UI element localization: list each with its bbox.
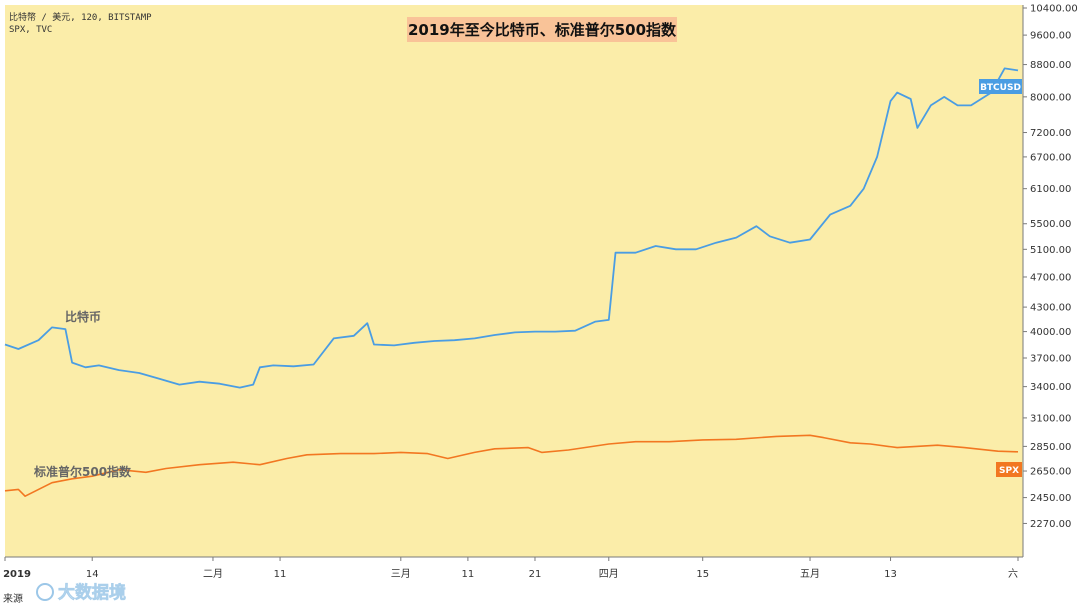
spx-last-value-tag: SPX bbox=[996, 462, 1022, 477]
x-tick-label: 14 bbox=[86, 569, 99, 580]
x-tick-label: 13 bbox=[884, 569, 897, 580]
title-box bbox=[407, 17, 677, 42]
y-tick-label: 4000.00 bbox=[1030, 327, 1071, 338]
y-tick-label: 7200.00 bbox=[1030, 128, 1071, 139]
spx-tag-text: SPX bbox=[999, 466, 1019, 476]
y-tick-label: 2450.00 bbox=[1030, 493, 1071, 504]
y-tick-label: 3100.00 bbox=[1030, 413, 1071, 424]
y-tick-label: 8800.00 bbox=[1030, 60, 1071, 71]
x-tick-label: 2019 bbox=[3, 569, 31, 580]
source-text: 来源 bbox=[3, 592, 23, 605]
spx-tag-box bbox=[996, 462, 1022, 477]
x-tick-label: 21 bbox=[529, 569, 542, 580]
y-tick-label: 3400.00 bbox=[1030, 382, 1071, 393]
y-tick-label: 2270.00 bbox=[1030, 519, 1071, 530]
x-tick-label: 11 bbox=[462, 569, 475, 580]
btc-series-line bbox=[4, 67, 1019, 389]
x-tick-label: 15 bbox=[696, 569, 709, 580]
y-tick-label: 5100.00 bbox=[1030, 245, 1071, 256]
watermark-text: 大数据境 bbox=[58, 582, 126, 603]
y-tick-label: 5500.00 bbox=[1030, 219, 1071, 230]
axis-area bbox=[1023, 5, 1080, 557]
meta-line-2: SPX, TVC bbox=[9, 25, 52, 35]
y-tick-label: 2650.00 bbox=[1030, 467, 1071, 478]
y-tick-label: 9600.00 bbox=[1030, 31, 1071, 42]
watermark: 大数据境 bbox=[36, 582, 126, 603]
x-tick-label: 二月 bbox=[203, 568, 223, 580]
y-tick-label: 8000.00 bbox=[1030, 92, 1071, 103]
btc-last-value-tag: BTCUSD bbox=[979, 79, 1022, 94]
x-tick-label: 六 bbox=[1008, 568, 1018, 580]
plot-background bbox=[5, 5, 1023, 557]
y-tick-label: 2850.00 bbox=[1030, 442, 1071, 453]
x-axis-ticks: 2019 14 二月 11 三月 11 21 四月 15 五月 13 六 bbox=[3, 557, 1019, 580]
spx-label: 标准普尔500指数 bbox=[33, 464, 132, 479]
btc-tag-box bbox=[979, 79, 1022, 94]
y-tick-label: 10400.00 bbox=[1030, 4, 1078, 15]
x-tick-label: 11 bbox=[274, 569, 287, 580]
spx-series-line bbox=[4, 434, 1019, 497]
chart-title: 2019年至今比特币、标准普尔500指数 bbox=[408, 21, 677, 39]
y-tick-label: 6100.00 bbox=[1030, 184, 1071, 195]
y-tick-label: 4300.00 bbox=[1030, 303, 1071, 314]
watermark-logo-icon bbox=[36, 583, 54, 601]
x-tick-label: 五月 bbox=[800, 568, 820, 580]
y-axis-ticks: 10400.00 9600.00 8800.00 8000.00 7200.00 6700… bbox=[1023, 4, 1078, 530]
x-tick-label: 三月 bbox=[391, 568, 411, 580]
y-tick-label: 4700.00 bbox=[1030, 272, 1071, 283]
y-tick-label: 6700.00 bbox=[1030, 152, 1071, 163]
btc-label: 比特币 bbox=[65, 309, 101, 324]
x-tick-label: 四月 bbox=[599, 568, 619, 580]
btc-tag-text: BTCUSD bbox=[980, 83, 1021, 93]
meta-line-1: 比特幣 / 美元, 120, BITSTAMP bbox=[9, 11, 152, 23]
y-tick-label: 3700.00 bbox=[1030, 353, 1071, 364]
